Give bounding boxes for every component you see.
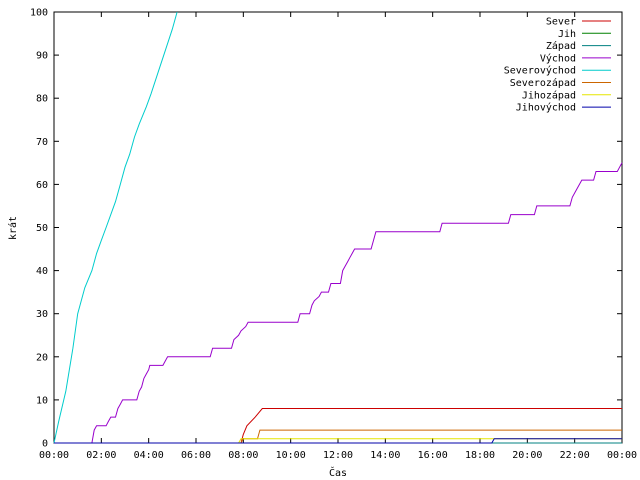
x-tick-label: 06:00 bbox=[181, 450, 211, 461]
x-tick-label: 08:00 bbox=[228, 450, 258, 461]
y-tick-label: 0 bbox=[42, 439, 48, 450]
x-tick-label: 00:00 bbox=[607, 450, 637, 461]
series-line-jihovychod bbox=[54, 438, 622, 444]
x-tick-label: 22:00 bbox=[560, 450, 590, 461]
y-tick-label: 80 bbox=[36, 94, 48, 105]
legend-label-zapad: Západ bbox=[546, 40, 576, 52]
legend-label-jih: Jih bbox=[558, 29, 576, 40]
y-tick-label: 30 bbox=[36, 309, 48, 320]
x-axis-title: Čas bbox=[329, 466, 347, 479]
legend-label-jihovychod: Jihovýchod bbox=[516, 102, 576, 114]
y-tick-label: 60 bbox=[36, 180, 48, 191]
x-tick-label: 04:00 bbox=[134, 450, 164, 461]
y-tick-label: 20 bbox=[36, 352, 48, 363]
series-line-severovychod bbox=[53, 11, 178, 444]
y-axis: 0 10 20 30 40 50 60 70 80 90 100 bbox=[30, 8, 622, 450]
legend-label-severovychod: Severovýchod bbox=[504, 65, 576, 77]
x-tick-label: 16:00 bbox=[418, 450, 448, 461]
legend-label-severozapad: Severozápad bbox=[510, 77, 576, 89]
legend-label-vychod: Východ bbox=[540, 52, 576, 64]
y-axis-title: krát bbox=[7, 216, 19, 240]
x-tick-label: 02:00 bbox=[86, 450, 116, 461]
x-tick-label: 00:00 bbox=[39, 450, 69, 461]
x-tick-label: 14:00 bbox=[370, 450, 400, 461]
legend-label-jihozapad: Jihozápad bbox=[522, 89, 576, 101]
y-tick-label: 50 bbox=[36, 223, 48, 234]
x-tick-label: 20:00 bbox=[512, 450, 542, 461]
y-tick-label: 10 bbox=[36, 395, 48, 406]
x-axis: 00:00 02:00 04:00 06:00 08:00 10:00 12:00 14:00… bbox=[39, 12, 637, 461]
legend: SeverJihZápadVýchodSeverovýchodSeverozáp… bbox=[504, 17, 611, 114]
x-tick-label: 10:00 bbox=[276, 450, 306, 461]
series-group bbox=[53, 11, 623, 444]
y-tick-label: 90 bbox=[36, 51, 48, 62]
x-tick-label: 12:00 bbox=[323, 450, 353, 461]
legend-label-sever: Sever bbox=[546, 17, 576, 28]
y-tick-label: 70 bbox=[36, 137, 48, 148]
series-line-vychod bbox=[54, 162, 623, 444]
y-tick-label: 100 bbox=[30, 8, 48, 19]
series-line-sever bbox=[54, 408, 622, 444]
y-tick-label: 40 bbox=[36, 266, 48, 277]
x-tick-label: 18:00 bbox=[465, 450, 495, 461]
